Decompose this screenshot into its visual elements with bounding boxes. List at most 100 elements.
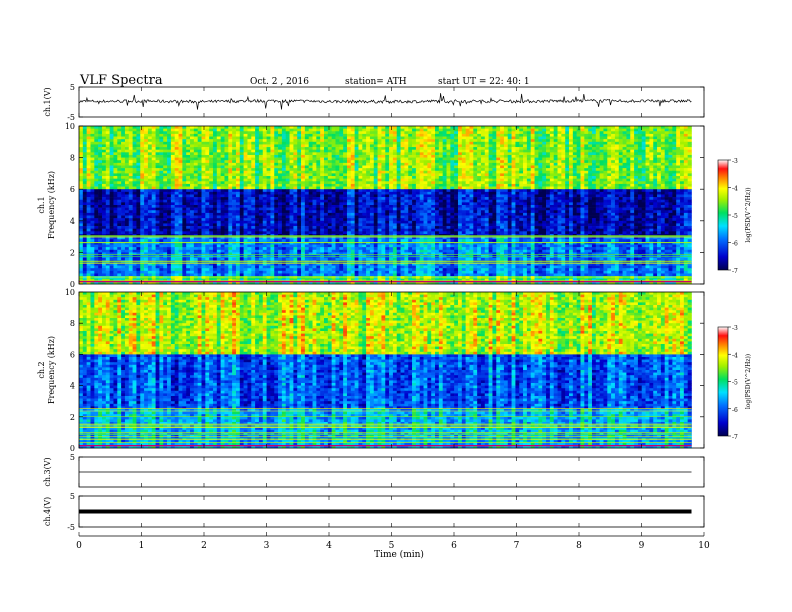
p-ch1s-cell bbox=[683, 162, 688, 166]
p-ch1s-cell bbox=[431, 162, 436, 166]
p-ch1s-cell bbox=[469, 131, 474, 135]
p-ch1s-cell bbox=[335, 197, 340, 201]
p-ch1s-cell bbox=[680, 173, 685, 177]
p-ch1s-cell bbox=[680, 128, 685, 132]
p-ch1s-cell bbox=[649, 157, 654, 161]
p-ch1s-cell bbox=[588, 176, 593, 179]
p-ch1s-cell bbox=[320, 194, 325, 198]
p-ch1s-cell bbox=[178, 141, 183, 145]
p-ch1s-cell bbox=[530, 178, 535, 182]
p-ch1s-cell bbox=[205, 191, 210, 195]
p-ch1s-cell bbox=[595, 197, 600, 201]
p-ch1s-cell bbox=[385, 141, 390, 145]
p-ch1s-cell bbox=[247, 157, 252, 161]
p-ch1s-cell bbox=[580, 147, 585, 150]
p-ch1s-cell bbox=[469, 202, 474, 206]
p-ch1s-cell bbox=[477, 205, 482, 208]
p-ch1s-cell bbox=[649, 181, 654, 185]
p-ch1s-cell bbox=[400, 154, 405, 158]
p-ch1s-cell bbox=[687, 165, 692, 169]
p-ch1s-cell bbox=[572, 157, 577, 161]
p-ch1s-cell bbox=[117, 194, 122, 198]
p-ch1s-cell bbox=[178, 194, 183, 198]
p-ch1s-cell bbox=[331, 131, 336, 135]
p-ch1s-cell bbox=[603, 181, 608, 185]
p-ch1s-cell bbox=[618, 183, 623, 187]
p-ch1s-cell bbox=[465, 168, 470, 172]
p-ch1s-cell bbox=[316, 147, 321, 150]
p-ch1s-cell bbox=[373, 202, 378, 206]
p-ch1s-cell bbox=[538, 141, 543, 145]
p-ch1s-cell bbox=[530, 197, 535, 201]
p-ch1s-cell bbox=[676, 147, 681, 150]
p-ch1s-cell bbox=[626, 191, 631, 195]
p-ch1s-cell bbox=[163, 165, 168, 169]
p-ch1s-cell bbox=[170, 205, 176, 208]
p-ch1s-cell bbox=[201, 126, 206, 129]
p-ch1s-cell bbox=[308, 136, 313, 140]
p-ch1s-cell bbox=[144, 178, 149, 182]
p-ch1s-cell bbox=[320, 133, 325, 137]
p-ch1s-cell bbox=[641, 186, 646, 190]
p-ch1s-cell bbox=[419, 178, 424, 182]
p-ch1s-cell bbox=[408, 181, 413, 185]
p-ch1s-cell bbox=[140, 128, 145, 132]
p-ch1s-cell bbox=[450, 139, 455, 143]
p-ch1s-cell bbox=[86, 154, 91, 158]
p-ch1s-cell bbox=[270, 181, 275, 185]
p-ch1s-cell bbox=[320, 205, 325, 208]
p-ch1s-cell bbox=[324, 144, 329, 148]
p-ch1s-cell bbox=[572, 126, 577, 129]
p-ch1s-cell bbox=[611, 128, 616, 132]
p-ch1s-cell bbox=[289, 173, 294, 177]
p-ch1s-cell bbox=[381, 183, 386, 187]
p-ch1s-cell bbox=[438, 189, 443, 193]
p-ch1s-cell bbox=[423, 126, 428, 129]
p-ch1s-cell bbox=[205, 157, 210, 161]
p-ch1s-cell bbox=[530, 131, 535, 135]
p-ch1s-cell bbox=[557, 170, 562, 174]
p-ch1s-cell bbox=[423, 128, 428, 132]
p-ch1s-cell bbox=[588, 181, 593, 185]
figure-title: VLF Spectra bbox=[79, 73, 163, 88]
p-ch1s-cell bbox=[507, 183, 512, 187]
p-ch1s-cell bbox=[408, 194, 413, 198]
p-ch1s-cell bbox=[645, 181, 650, 185]
p-ch1s-cell bbox=[595, 128, 600, 132]
p-ch1s-cell bbox=[178, 152, 183, 156]
p-ch1s-cell bbox=[362, 154, 367, 158]
p-ch1s-cell bbox=[396, 157, 401, 161]
p-ch1s-cell bbox=[572, 197, 577, 201]
p-ch1s-cell bbox=[599, 199, 604, 203]
p-ch1s-cell bbox=[151, 152, 156, 156]
p-ch1s-cell bbox=[576, 189, 581, 193]
p-ch1s-cell bbox=[293, 136, 298, 140]
p-ch1s-cell bbox=[660, 191, 666, 195]
p-ch1s-cell bbox=[278, 144, 283, 148]
p-ch1s-cell bbox=[618, 173, 623, 177]
p-ch1s-cell bbox=[588, 189, 593, 193]
p-ch1s-cell bbox=[546, 149, 551, 153]
p-ch1s-cell bbox=[109, 199, 114, 203]
p-ch1s-cell bbox=[599, 133, 604, 137]
p-ch1s-cell bbox=[450, 183, 455, 187]
p-ch1s-cell bbox=[538, 197, 543, 201]
p-ch1s-cell bbox=[255, 183, 260, 187]
p-ch1s-cell bbox=[235, 162, 241, 166]
p-ch1s-cell bbox=[201, 160, 206, 164]
p-ch1s-cell bbox=[526, 157, 532, 161]
p-ch1s-cell bbox=[588, 154, 593, 158]
p-ch1s-cell bbox=[90, 131, 95, 135]
p-ch1s-cell bbox=[121, 178, 126, 182]
p-ch1s-cell bbox=[190, 133, 195, 137]
p-ch1s-cell bbox=[569, 202, 574, 206]
p-ch1s-cell bbox=[622, 183, 627, 187]
p-ch1s-cell bbox=[324, 139, 329, 143]
p-ch1s-cell bbox=[637, 131, 643, 135]
p-ch1s-cell bbox=[523, 199, 528, 203]
p-ch1s-cell bbox=[163, 126, 168, 129]
p-ch1s-cell bbox=[634, 202, 639, 206]
p-ch1s-cell bbox=[174, 181, 179, 185]
p-ch1s-cell bbox=[113, 160, 118, 164]
